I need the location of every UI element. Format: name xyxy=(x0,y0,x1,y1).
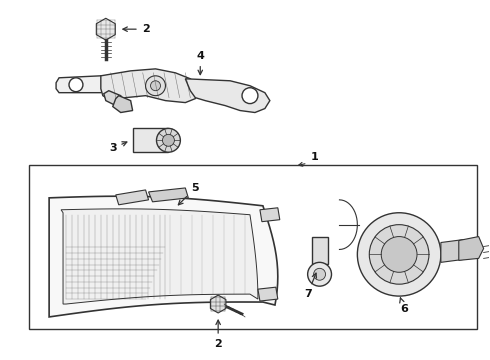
Circle shape xyxy=(146,76,166,96)
Text: 1: 1 xyxy=(311,152,319,162)
Circle shape xyxy=(163,134,174,146)
Text: 3: 3 xyxy=(109,142,127,153)
Polygon shape xyxy=(312,237,327,264)
Circle shape xyxy=(69,78,83,92)
Text: 6: 6 xyxy=(400,298,408,314)
Polygon shape xyxy=(113,96,133,113)
Polygon shape xyxy=(459,237,484,260)
Text: 4: 4 xyxy=(196,51,204,75)
Circle shape xyxy=(242,88,258,104)
Circle shape xyxy=(381,237,417,272)
Text: 2: 2 xyxy=(214,320,222,349)
Polygon shape xyxy=(56,76,106,93)
Polygon shape xyxy=(210,295,226,313)
Polygon shape xyxy=(104,91,125,105)
Polygon shape xyxy=(97,18,115,40)
Circle shape xyxy=(150,81,161,91)
Text: 7: 7 xyxy=(304,273,317,299)
Circle shape xyxy=(314,268,325,280)
Polygon shape xyxy=(133,129,169,152)
Polygon shape xyxy=(116,190,148,205)
Polygon shape xyxy=(148,188,188,202)
Polygon shape xyxy=(185,79,270,113)
Polygon shape xyxy=(441,239,469,262)
Text: 2: 2 xyxy=(123,24,149,34)
Circle shape xyxy=(308,262,332,286)
Circle shape xyxy=(357,213,441,296)
Polygon shape xyxy=(61,209,258,304)
Circle shape xyxy=(369,225,429,284)
Polygon shape xyxy=(101,69,200,103)
Polygon shape xyxy=(258,287,278,301)
Polygon shape xyxy=(260,208,280,222)
Circle shape xyxy=(156,129,180,152)
Bar xyxy=(29,165,477,329)
Polygon shape xyxy=(49,196,278,317)
Text: 5: 5 xyxy=(178,183,199,205)
